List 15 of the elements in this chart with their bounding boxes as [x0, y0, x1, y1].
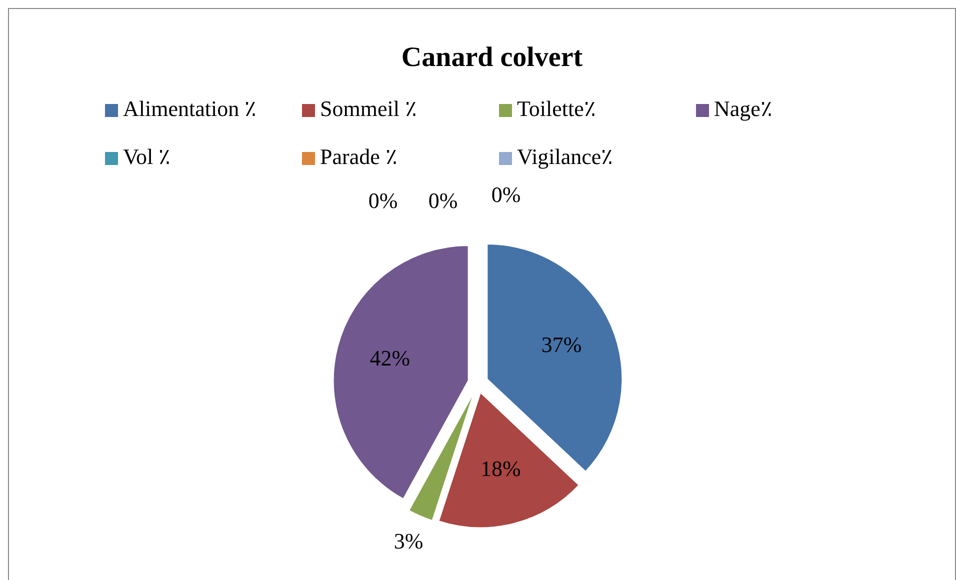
text: 0% — [491, 182, 521, 208]
data-label: 18% — [480, 456, 521, 482]
data-label: 42% — [370, 345, 410, 370]
legend-label: Vol ٪ — [123, 144, 171, 170]
text: 0% — [428, 188, 458, 214]
legend-label: Toilette٪ — [517, 96, 596, 122]
chart-title: Canard colvert — [401, 42, 584, 73]
data-label: 3% — [394, 528, 424, 554]
legend-label: Vigilance٪ — [517, 144, 614, 170]
legend-label: Alimentation ٪ — [123, 96, 257, 122]
data-label: 37% — [541, 332, 582, 357]
legend-label: Nage٪ — [714, 96, 772, 122]
text: 0% — [368, 188, 398, 214]
legend-label: Sommeil ٪ — [320, 96, 417, 122]
legend-label: Parade ٪ — [320, 144, 398, 170]
